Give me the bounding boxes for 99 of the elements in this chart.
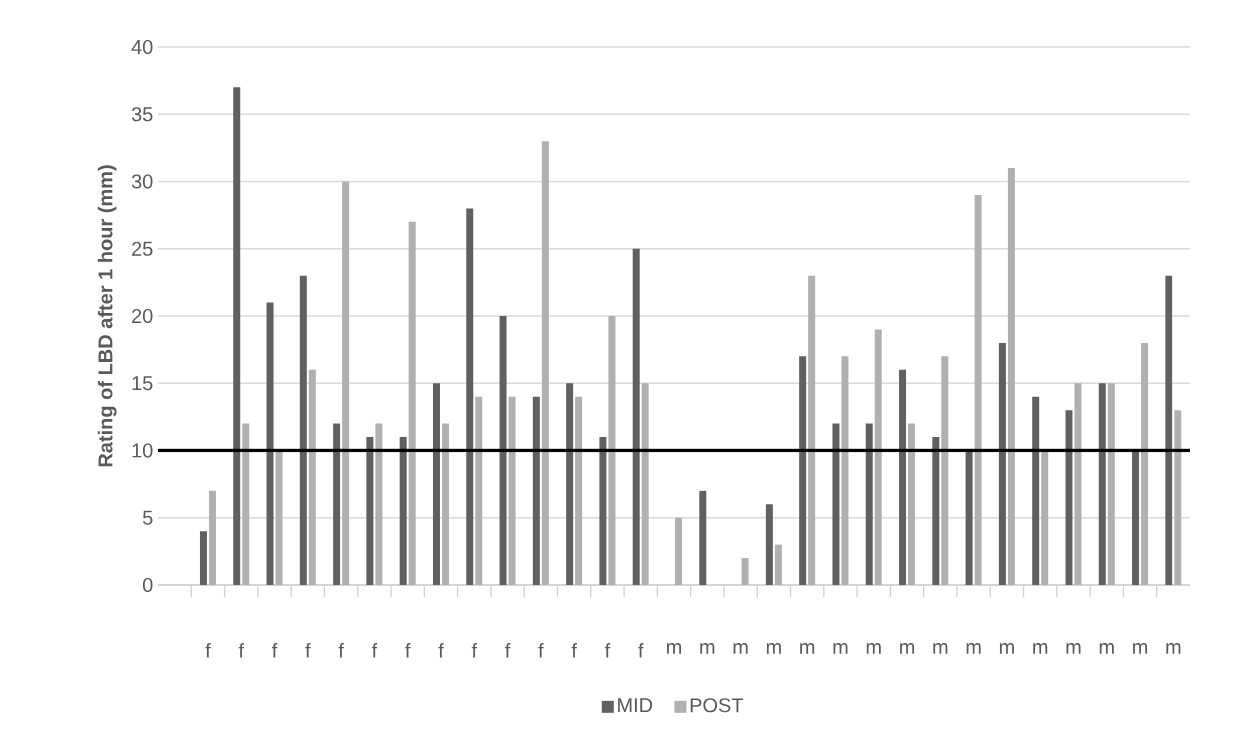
bar <box>1132 450 1140 585</box>
bar <box>841 356 849 585</box>
bar <box>299 275 307 585</box>
x-tick-label: f <box>405 643 411 658</box>
bar <box>399 437 407 585</box>
x-tick-label: f <box>638 643 644 658</box>
bar <box>699 490 707 585</box>
bar <box>566 383 574 585</box>
x-tick-label: m <box>1033 643 1048 654</box>
x-tick-label: m <box>1066 643 1081 654</box>
bar <box>199 531 207 585</box>
bar <box>499 315 507 585</box>
bar <box>608 315 616 585</box>
y-tick-label: 30 <box>131 174 153 189</box>
bar <box>375 423 383 585</box>
bar <box>508 396 516 585</box>
bar <box>1074 383 1082 585</box>
bar <box>432 383 440 585</box>
bar <box>1098 383 1106 585</box>
bar <box>541 141 549 585</box>
y-tick-label: 10 <box>132 443 153 458</box>
bar <box>342 181 350 585</box>
bar <box>1065 410 1073 585</box>
x-tick-label: f <box>505 643 511 658</box>
bar <box>208 490 216 585</box>
x-tick-label: f <box>438 643 444 658</box>
bar <box>408 221 416 585</box>
y-tick-label: 5 <box>142 510 153 525</box>
bar <box>832 423 840 585</box>
bar <box>941 356 949 585</box>
bar <box>998 342 1006 585</box>
bar <box>641 383 649 585</box>
bar <box>632 248 640 585</box>
bar <box>266 302 274 585</box>
bar <box>333 423 341 585</box>
x-tick-label: f <box>571 643 577 658</box>
x-tick-label: m <box>666 643 681 654</box>
bar <box>532 396 540 585</box>
x-tick-label: f <box>371 643 378 658</box>
bar <box>575 396 583 585</box>
x-tick-label: m <box>933 643 948 654</box>
x-tick-label: f <box>471 643 478 658</box>
bar <box>275 450 283 585</box>
bar <box>974 194 982 585</box>
y-tick-label: 15 <box>132 376 153 391</box>
y-tick-label: 0 <box>142 577 153 593</box>
bar <box>1107 383 1115 585</box>
bar <box>774 544 782 585</box>
bar <box>1165 275 1173 585</box>
bar <box>242 423 250 585</box>
x-tick-label: m <box>733 643 748 654</box>
x-tick-label: f <box>604 643 611 658</box>
bar <box>808 275 816 585</box>
bar <box>932 437 940 585</box>
x-tick-label: m <box>866 643 881 654</box>
bar <box>1174 410 1182 585</box>
bar <box>599 437 607 585</box>
legend-label: MID <box>618 698 653 713</box>
bar <box>1032 396 1040 585</box>
bar <box>441 423 449 585</box>
bar <box>741 558 749 585</box>
x-tick-label: m <box>800 643 815 654</box>
x-tick-label: m <box>700 643 715 654</box>
bar <box>899 369 907 585</box>
bar <box>308 369 316 585</box>
y-tick-label: 20 <box>132 308 153 324</box>
x-tick-label: m <box>966 643 981 654</box>
y-tick-label: 40 <box>131 39 153 55</box>
bar <box>799 356 807 585</box>
x-tick-label: m <box>1166 643 1181 654</box>
y-axis-title: Rating of LBD after 1 hour (mm) <box>97 165 117 467</box>
bar <box>908 423 916 585</box>
bar <box>1141 342 1149 585</box>
bar <box>233 87 241 585</box>
x-tick-label: f <box>238 643 245 658</box>
x-tick-label: f <box>272 643 278 658</box>
bar <box>1007 168 1015 585</box>
bar <box>965 450 973 585</box>
x-tick-label: m <box>766 643 781 654</box>
bar <box>1041 450 1049 585</box>
x-tick-label: m <box>833 643 848 654</box>
bar <box>675 517 682 585</box>
bar <box>865 423 873 585</box>
x-tick-label: m <box>1133 643 1148 654</box>
x-tick-label: m <box>900 643 915 654</box>
x-tick-label: f <box>538 643 544 658</box>
legend-label: POST <box>690 698 744 713</box>
x-tick-label: f <box>305 643 311 658</box>
x-tick-label: f <box>338 643 344 658</box>
x-tick-label: m <box>999 643 1014 654</box>
bar <box>874 329 882 585</box>
bar <box>765 504 773 585</box>
bar <box>466 208 474 585</box>
y-tick-label: 35 <box>131 107 153 122</box>
y-tick-label: 25 <box>132 241 153 256</box>
bar <box>475 396 483 585</box>
x-tick-label: m <box>1099 643 1114 654</box>
x-tick-label: f <box>205 643 211 658</box>
bar <box>366 437 374 585</box>
